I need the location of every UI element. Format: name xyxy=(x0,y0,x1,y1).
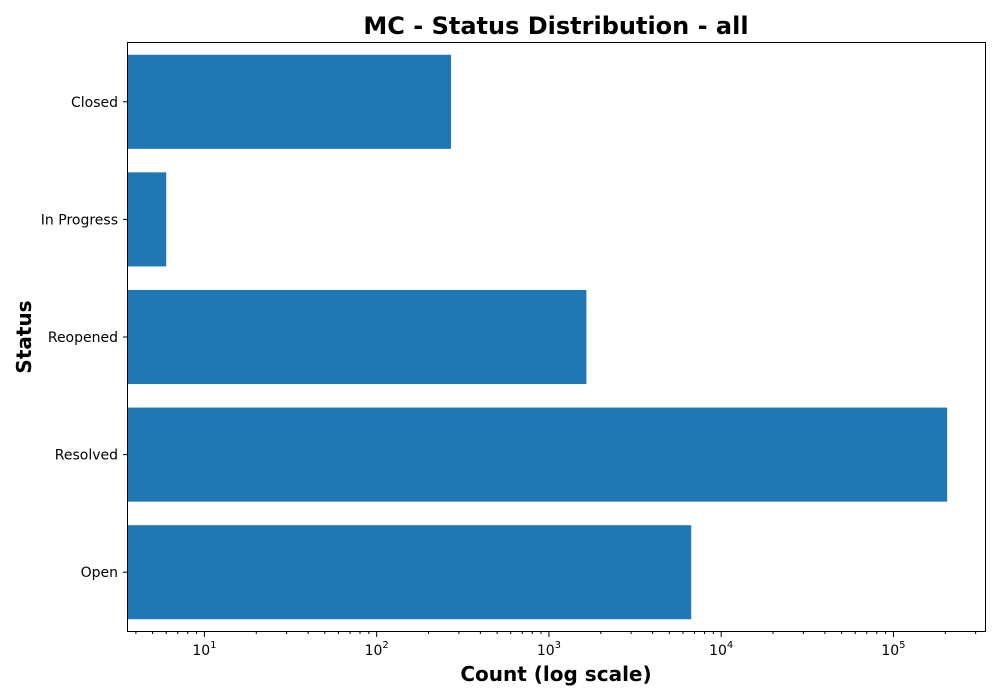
y-axis-ticks: Closed In Progress Reopened Resolved Open xyxy=(41,95,128,581)
bar-reopened xyxy=(128,289,587,385)
y-tick-label-closed: Closed xyxy=(71,95,118,111)
x-tick-label: 104 xyxy=(709,640,733,659)
bar-open xyxy=(128,525,692,620)
bar-in-progress xyxy=(128,172,167,267)
bar-closed xyxy=(128,54,451,149)
y-tick-label-resolved: Resolved xyxy=(55,448,118,464)
bars-group xyxy=(128,54,948,620)
y-tick-label-reopened: Reopened xyxy=(48,330,118,346)
x-tick-label: 102 xyxy=(365,640,389,659)
x-tick-label: 103 xyxy=(537,640,561,659)
y-axis-label: Status xyxy=(12,300,36,373)
x-axis-label: Count (log scale) xyxy=(460,662,651,686)
x-tick-label: 105 xyxy=(881,640,905,659)
chart-title: MC - Status Distribution - all xyxy=(363,12,748,40)
x-tick-label: 101 xyxy=(192,640,216,659)
x-axis-ticks: 101 102 103 104 105 xyxy=(135,631,977,659)
bar-resolved xyxy=(128,407,948,502)
y-tick-label-open: Open xyxy=(81,565,118,581)
y-tick-label-in-progress: In Progress xyxy=(41,212,118,228)
plot-frame xyxy=(127,42,986,632)
